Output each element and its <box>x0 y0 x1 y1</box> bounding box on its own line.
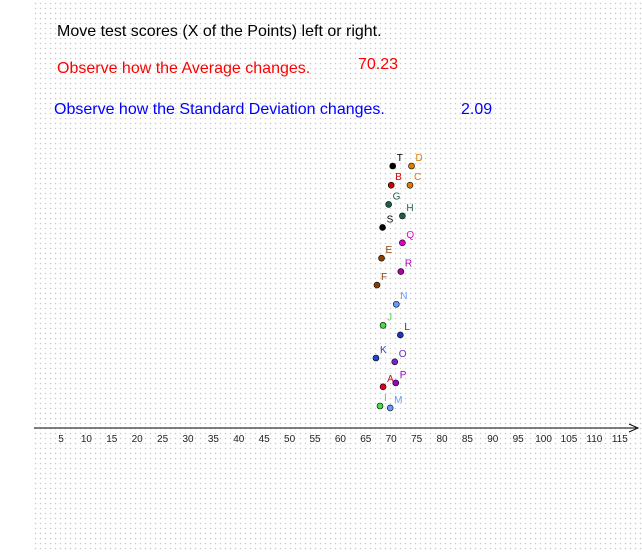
point-b[interactable] <box>387 181 395 189</box>
point-label-k: K <box>380 345 387 356</box>
point-k[interactable] <box>372 354 380 362</box>
tick-label: 25 <box>157 434 169 445</box>
x-axis-arrow <box>628 423 640 433</box>
tick-label: 10 <box>81 434 93 445</box>
point-r[interactable] <box>397 268 405 275</box>
tick-label: 30 <box>182 434 194 445</box>
tick-label: 105 <box>561 434 578 445</box>
tick-label: 95 <box>513 434 525 445</box>
tick-label: 75 <box>411 434 423 445</box>
tick-label: 115 <box>612 434 628 445</box>
point-q[interactable] <box>399 239 406 247</box>
tick-label: 45 <box>259 434 271 445</box>
point-g[interactable] <box>385 201 392 208</box>
tick-label: 40 <box>233 434 245 445</box>
point-label-q: Q <box>406 230 414 241</box>
point-label-c: C <box>414 172 421 183</box>
tick-label: 90 <box>487 434 499 445</box>
point-l[interactable] <box>397 331 404 339</box>
point-o[interactable] <box>391 358 399 366</box>
tick-label: 35 <box>208 434 220 445</box>
point-t[interactable] <box>389 162 397 170</box>
tick-label: 85 <box>462 434 474 445</box>
std-dev-value: 2.09 <box>461 101 493 118</box>
point-label-i: I <box>384 393 387 404</box>
tick-label: 110 <box>586 434 602 445</box>
point-p[interactable] <box>392 379 400 387</box>
point-label-g: G <box>393 191 401 202</box>
tick-label: 5 <box>58 434 64 445</box>
tick-label: 20 <box>132 434 144 445</box>
point-label-h: H <box>406 203 413 214</box>
point-label-e: E <box>386 245 393 256</box>
graphics-grid <box>32 0 642 552</box>
point-c[interactable] <box>406 181 414 189</box>
average-value: 70.23 <box>358 56 399 73</box>
point-f[interactable] <box>373 281 381 289</box>
instruction-text: Move test scores (X of the Points) left … <box>57 23 382 40</box>
point-label-d: D <box>416 153 423 164</box>
tick-label: 60 <box>335 434 347 445</box>
point-label-t: T <box>397 153 403 164</box>
average-label: Observe how the Average changes. <box>57 60 311 77</box>
tick-label: 70 <box>386 434 398 445</box>
point-m[interactable] <box>386 404 394 412</box>
point-label-s: S <box>387 214 394 225</box>
point-label-f: F <box>381 272 387 283</box>
point-d[interactable] <box>408 162 415 170</box>
point-label-n: N <box>400 291 407 302</box>
tick-label: 55 <box>309 434 321 445</box>
point-n[interactable] <box>392 300 400 308</box>
points-layer[interactable]: T D B C GH S Q E R F NJ L K O A P I M <box>372 153 423 412</box>
tick-label: 100 <box>535 434 552 445</box>
point-e[interactable] <box>378 254 385 262</box>
point-h[interactable] <box>399 212 406 220</box>
tick-label: 80 <box>436 434 448 445</box>
point-label-j: J <box>387 312 392 323</box>
point-s[interactable] <box>379 224 386 231</box>
point-label-r: R <box>405 259 412 270</box>
point-label-a: A <box>387 374 394 385</box>
tick-label: 15 <box>106 434 118 445</box>
tick-label: 50 <box>284 434 296 445</box>
std-dev-label: Observe how the Standard Deviation chang… <box>54 101 385 118</box>
point-label-l: L <box>404 322 410 333</box>
tick-labels: 5 10 15 20 25 30 35 40 45 50 55 60 65 70 75 80 85 90 95 100… <box>58 434 628 445</box>
tick-label: 65 <box>360 434 372 445</box>
point-label-o: O <box>399 349 407 360</box>
point-i[interactable] <box>376 402 384 410</box>
point-a[interactable] <box>379 383 387 391</box>
point-label-b: B <box>395 172 402 183</box>
point-j[interactable] <box>379 322 387 329</box>
point-label-m: M <box>394 395 402 406</box>
point-label-p: P <box>400 370 407 381</box>
